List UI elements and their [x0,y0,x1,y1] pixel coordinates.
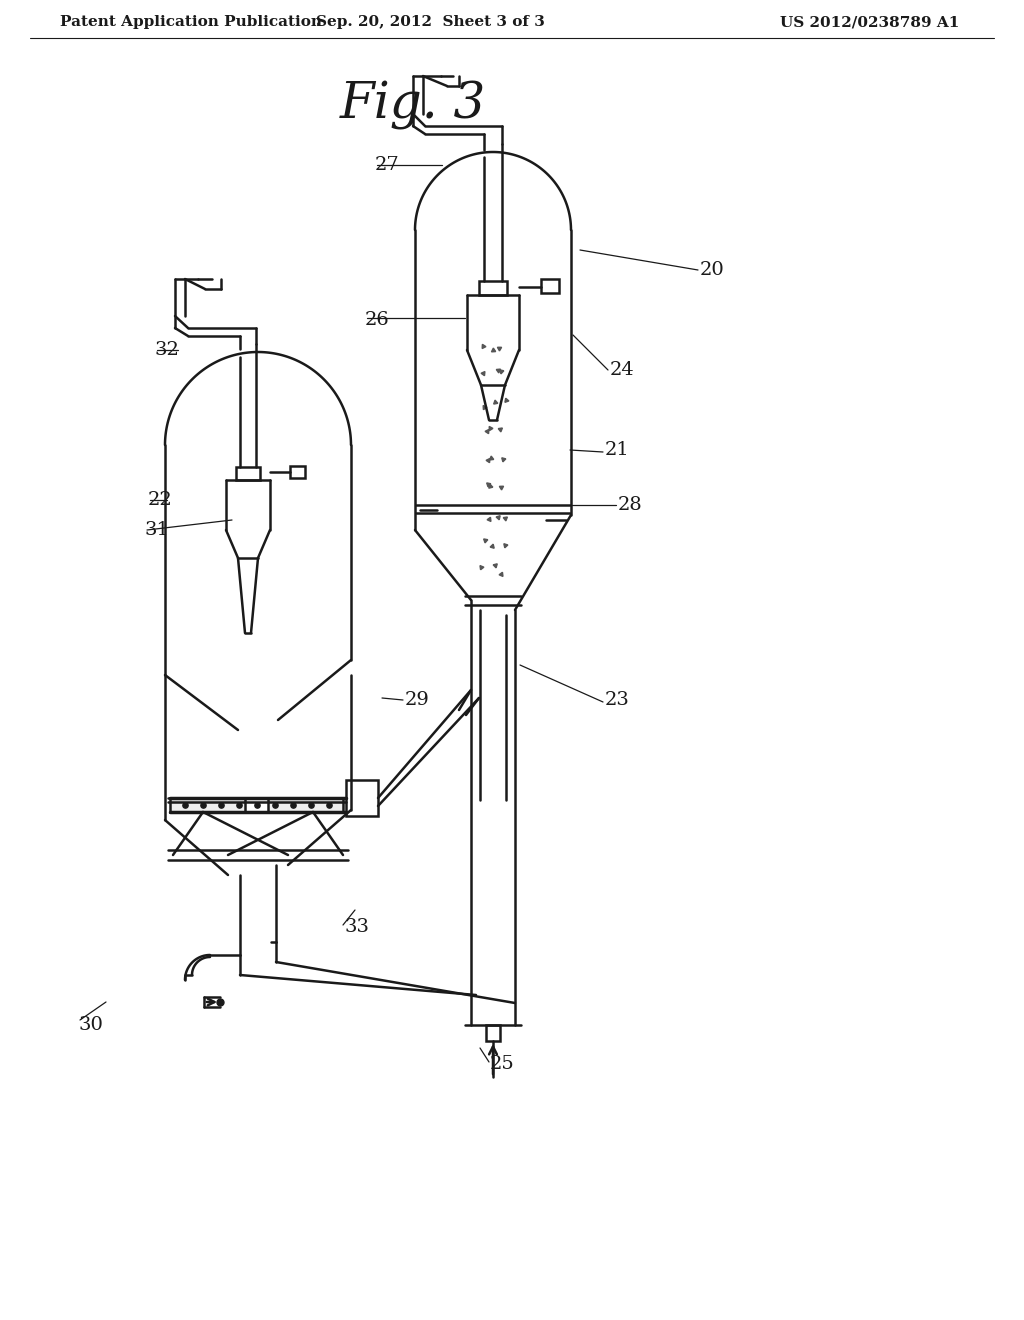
Text: 25: 25 [490,1055,515,1073]
Bar [346,780,378,816]
Bar [236,467,260,480]
Text: 28: 28 [618,496,643,513]
Text: 26: 26 [365,312,390,329]
Text: US 2012/0238789 A1: US 2012/0238789 A1 [780,15,959,29]
Text: 33: 33 [345,917,370,936]
Text: 23: 23 [605,690,630,709]
Bar [268,799,343,812]
Text: 24: 24 [610,360,635,379]
Text: 20: 20 [700,261,725,279]
Text: 21: 21 [605,441,630,459]
Text: 31: 31 [145,521,170,539]
Text: Sep. 20, 2012  Sheet 3 of 3: Sep. 20, 2012 Sheet 3 of 3 [315,15,545,29]
Bar [170,799,245,812]
Text: Fig. 3: Fig. 3 [340,81,486,129]
Bar [479,281,507,294]
Text: 32: 32 [155,341,180,359]
Text: 29: 29 [406,690,430,709]
Text: 30: 30 [78,1016,102,1034]
Bar [541,279,559,293]
Bar [290,466,305,478]
Text: 22: 22 [148,491,173,510]
Text: 27: 27 [375,156,399,174]
Text: Patent Application Publication: Patent Application Publication [60,15,322,29]
Bar [486,1026,500,1041]
